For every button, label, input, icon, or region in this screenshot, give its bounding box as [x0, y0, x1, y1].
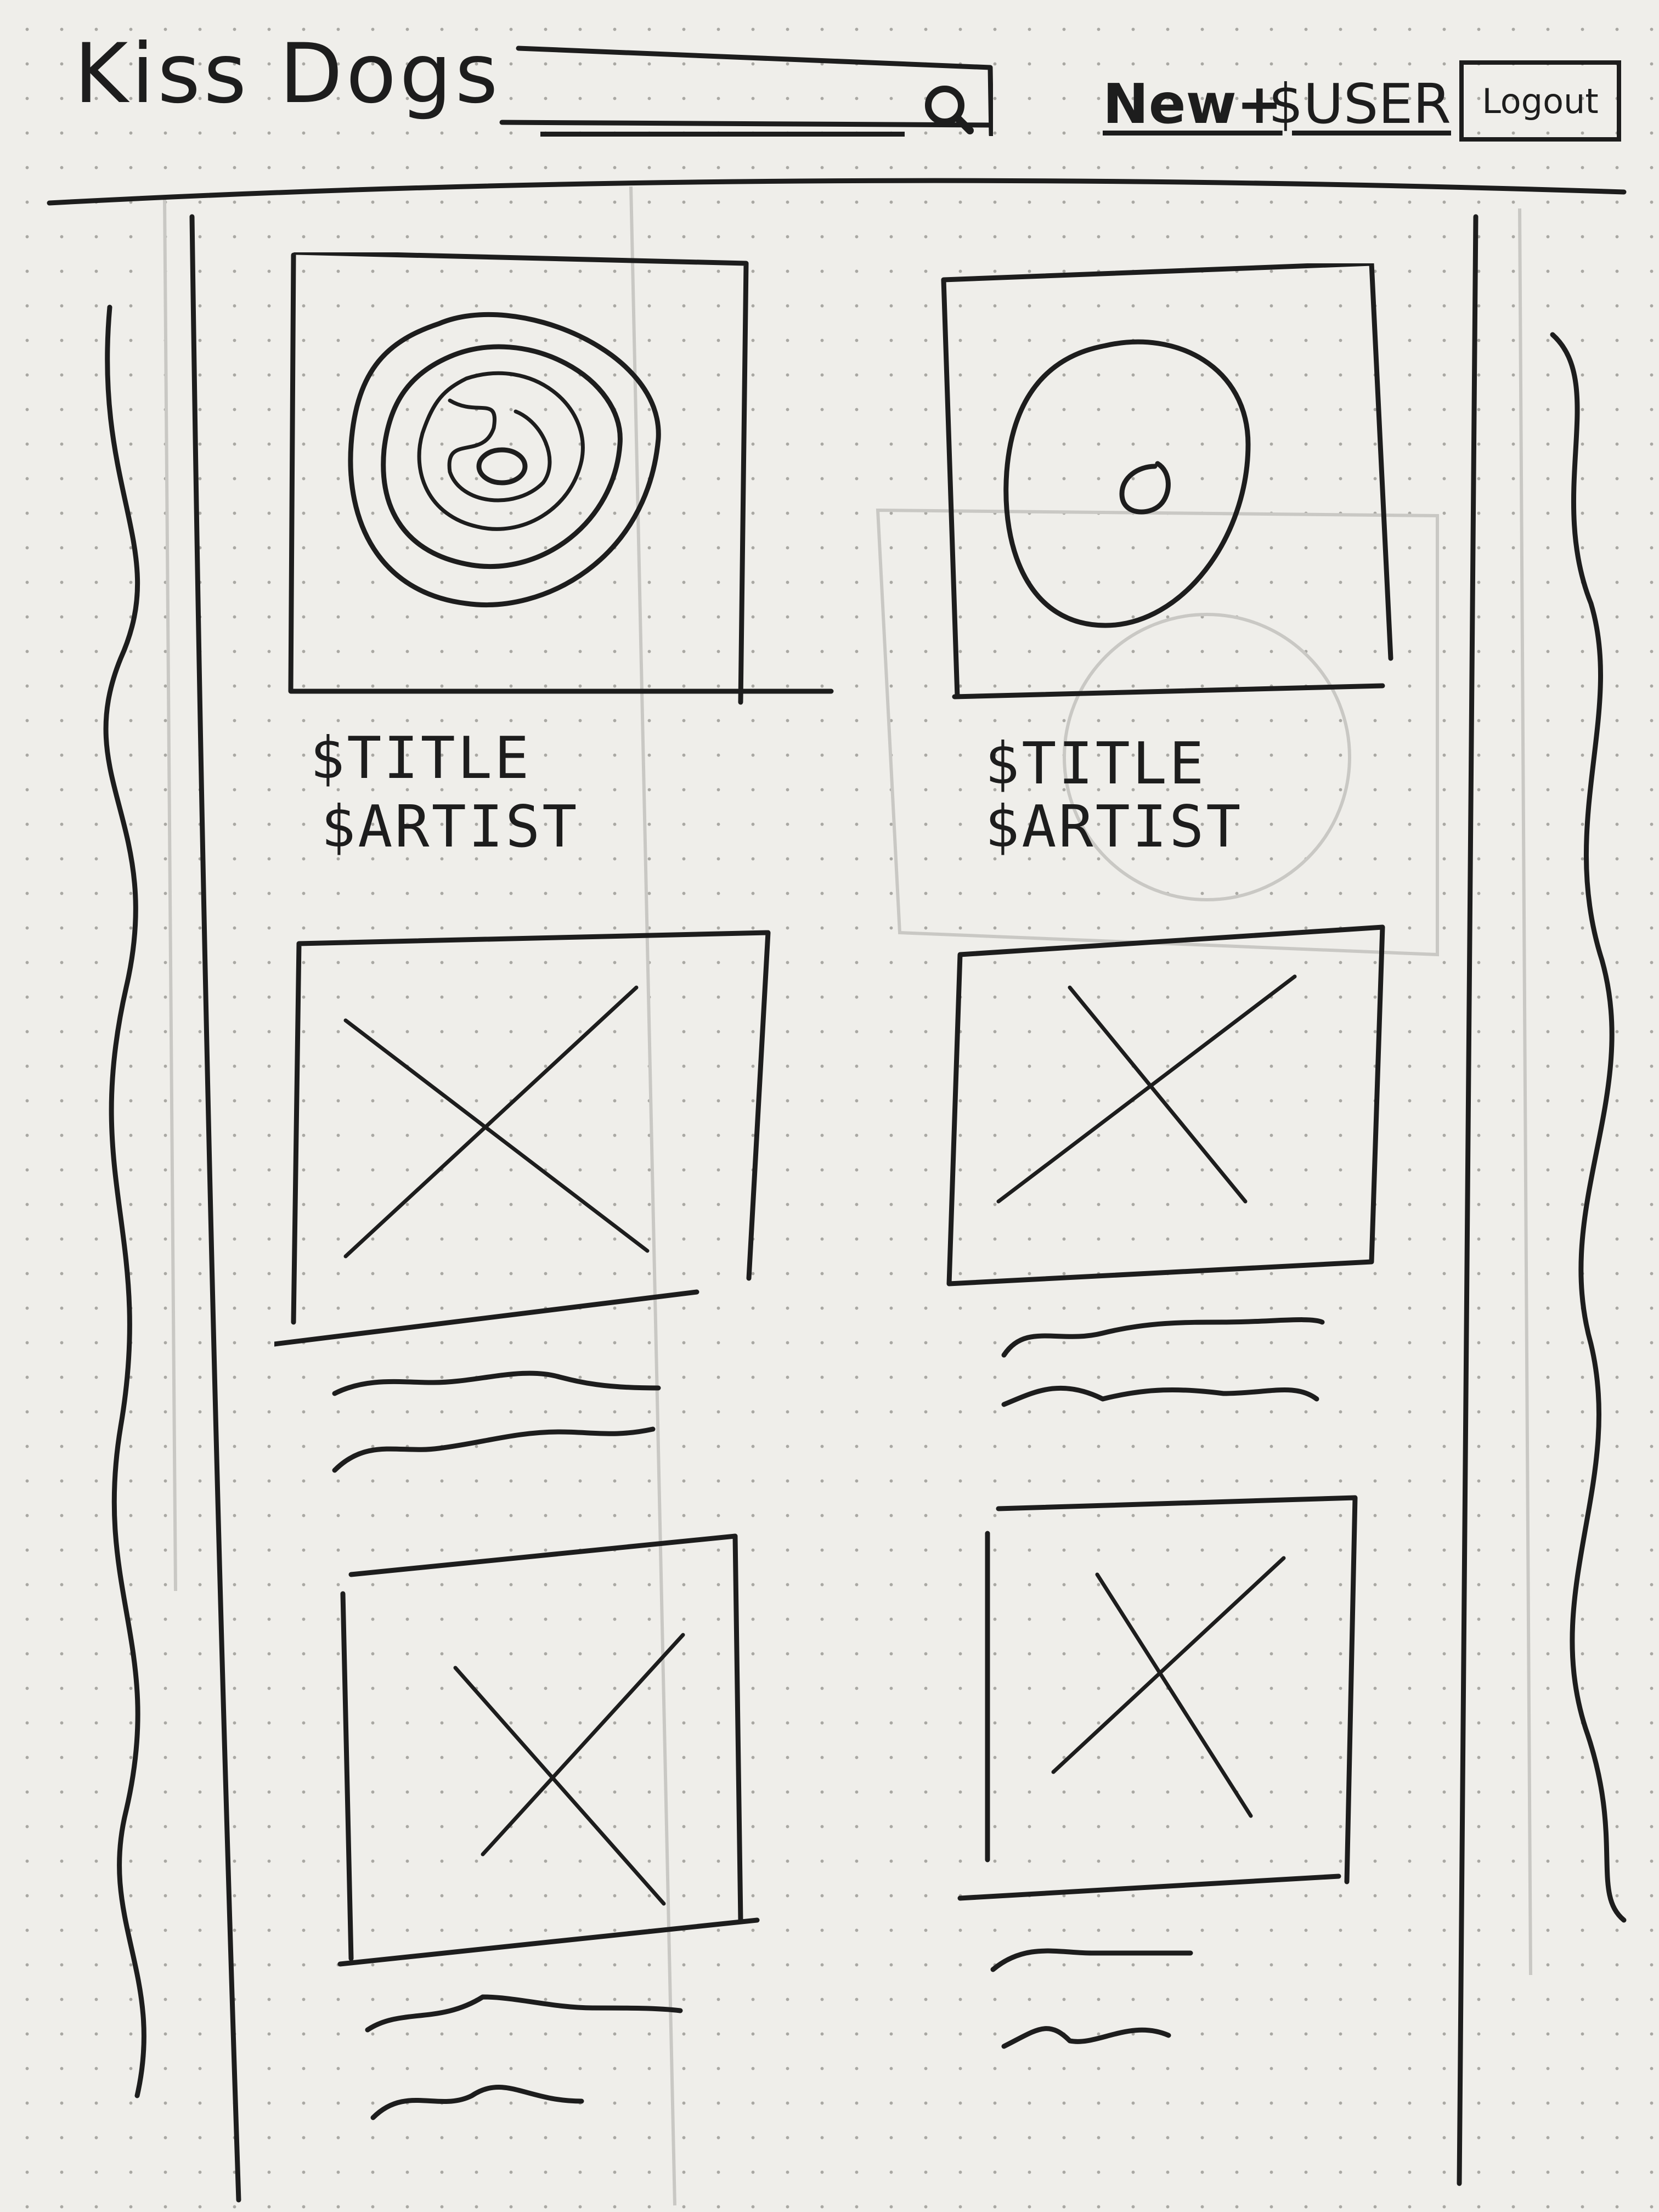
listing-card[interactable]: [318, 1525, 867, 2151]
content-left-border: [189, 214, 241, 2203]
listing-text-placeholder: [370, 2085, 584, 2120]
search-input[interactable]: [540, 65, 905, 137]
listing-text-placeholder: [1001, 1385, 1319, 1407]
content-right-border: [1457, 214, 1479, 2186]
nav-new-link[interactable]: New+: [1103, 72, 1283, 136]
listing-image-placeholder[interactable]: [318, 1525, 867, 2151]
logout-button[interactable]: Logout: [1459, 60, 1621, 142]
listing-card[interactable]: [274, 927, 823, 1498]
search-icon[interactable]: [922, 82, 974, 134]
listing-text-placeholder: [1001, 2026, 1171, 2049]
left-ad-scribble: [103, 304, 146, 2098]
listing-image-placeholder[interactable]: [955, 1492, 1503, 2085]
nav-user-link[interactable]: $USER: [1268, 72, 1451, 136]
listing-card[interactable]: [955, 1492, 1503, 2085]
listing-artist: $ARTIST: [985, 793, 1243, 860]
listing-text-placeholder: [990, 1948, 1193, 1972]
record-hole-icon: [476, 447, 528, 486]
listing-title[interactable]: $TITLE: [310, 725, 532, 792]
listing-image[interactable]: [285, 252, 834, 708]
listing-text-placeholder: [365, 1994, 683, 2033]
listing-image[interactable]: [941, 263, 1435, 713]
search-bar: [496, 43, 993, 137]
listing-text-placeholder: [332, 1370, 661, 1396]
listing-image-placeholder[interactable]: [938, 922, 1487, 1459]
header-divider: [47, 178, 1627, 206]
listing-artist: $ARTIST: [321, 793, 579, 860]
site-logo[interactable]: Kiss Dogs: [74, 26, 501, 122]
listing-title[interactable]: $TITLE: [985, 730, 1206, 797]
listing-card[interactable]: [938, 922, 1487, 1459]
listing-card[interactable]: $TITLE $ARTIST: [941, 263, 1489, 889]
right-ad-scribble: [1550, 332, 1627, 1923]
listing-image-placeholder[interactable]: [274, 927, 823, 1498]
listing-text-placeholder: [332, 1426, 656, 1473]
listing-text-placeholder: [1001, 1317, 1325, 1358]
listing-card[interactable]: $TITLE $ARTIST: [285, 252, 834, 878]
